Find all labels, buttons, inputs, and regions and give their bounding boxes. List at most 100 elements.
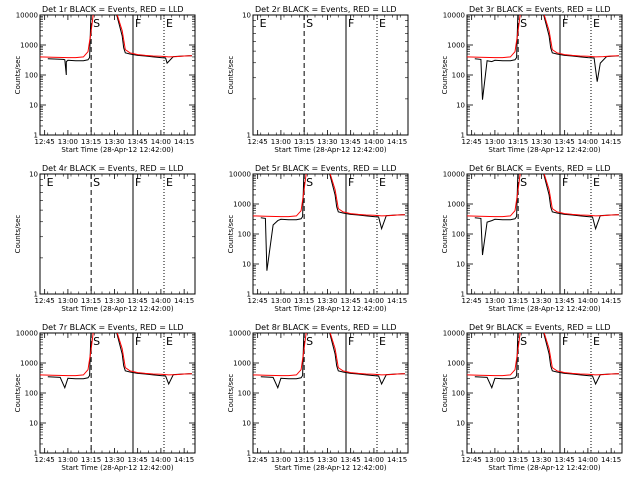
- panel-det-9: Det 9r BLACK = Events, RED = LLD 1 10 100 10…: [441, 323, 623, 472]
- y-tick-label: 1: [461, 132, 465, 140]
- x-tick-label: 13:00: [485, 138, 505, 146]
- x-axis-label: Start Time (28-Apr-12 12:42:00): [488, 464, 600, 472]
- x-tick-label: 13:00: [485, 456, 505, 464]
- panel-title: Det 5r BLACK = Events, RED = LLD: [255, 164, 397, 173]
- events-series-line: [474, 174, 619, 256]
- panel-title: Det 9r BLACK = Events, RED = LLD: [469, 323, 611, 332]
- x-tick-label: 14:00: [151, 297, 171, 305]
- panel-title: Det 2r BLACK = Events, RED = LLD: [255, 5, 397, 14]
- y-tick-label: 1000: [20, 42, 38, 50]
- x-tick-label: 14:00: [578, 297, 598, 305]
- x-tick-label: 13:00: [271, 297, 291, 305]
- panel-title: Det 6r BLACK = Events, RED = LLD: [469, 164, 611, 173]
- x-tick-label: 13:30: [531, 297, 551, 305]
- x-tick-label: 12:45: [462, 456, 482, 464]
- axis-frame: [39, 14, 196, 136]
- y-tick-label: 10000: [16, 330, 38, 338]
- x-tick-label: 13:00: [271, 138, 291, 146]
- events-series-line: [260, 333, 405, 390]
- marker-label: S: [520, 176, 527, 189]
- y-tick-label: 1: [34, 291, 38, 299]
- y-tick-label: 10000: [16, 12, 38, 20]
- y-tick-label: 100: [452, 72, 465, 80]
- marker-label: E: [593, 335, 600, 348]
- y-axis-label: Counts/sec: [14, 374, 22, 413]
- x-tick-label: 13:45: [555, 297, 575, 305]
- axis-frame: [466, 332, 623, 454]
- x-axis-label: Start Time (28-Apr-12 12:42:00): [274, 305, 386, 313]
- x-tick-label: 13:45: [341, 456, 361, 464]
- marker-label: E: [166, 176, 173, 189]
- y-tick-label: 100: [238, 390, 251, 398]
- x-axis-label: Start Time (28-Apr-12 12:42:00): [274, 146, 386, 154]
- x-tick-label: 13:00: [58, 138, 78, 146]
- y-tick-label: 10: [242, 261, 251, 269]
- x-tick-label: 13:30: [104, 456, 124, 464]
- marker-label: E: [260, 17, 267, 30]
- y-tick-label: 1000: [447, 360, 465, 368]
- marker-label: F: [135, 176, 141, 189]
- lld-series-line: [253, 174, 405, 218]
- x-tick-label: 14:15: [387, 138, 407, 146]
- x-axis-label: Start Time (28-Apr-12 12:42:00): [274, 464, 386, 472]
- y-tick-label: 1: [461, 450, 465, 458]
- x-tick-label: 13:30: [531, 456, 551, 464]
- x-tick-label: 13:15: [508, 297, 528, 305]
- marker-label: F: [562, 17, 568, 30]
- marker-label: S: [306, 176, 313, 189]
- y-tick-label: 1000: [20, 360, 38, 368]
- y-axis-label: Counts/sec: [441, 374, 449, 413]
- y-tick-label: 10000: [443, 12, 465, 20]
- y-tick-label: 10: [242, 12, 251, 20]
- x-tick-label: 13:15: [294, 456, 314, 464]
- marker-label: E: [379, 17, 386, 30]
- x-tick-label: 13:45: [128, 297, 148, 305]
- marker-label: S: [306, 335, 313, 348]
- marker-label: S: [93, 17, 100, 30]
- marker-label: E: [166, 17, 173, 30]
- lld-series-line: [467, 333, 619, 377]
- y-tick-label: 1000: [447, 42, 465, 50]
- marker-label: E: [379, 176, 386, 189]
- lld-series-line: [467, 174, 619, 218]
- axis-frame: [39, 332, 196, 454]
- x-axis-label: Start Time (28-Apr-12 12:42:00): [61, 305, 173, 313]
- x-tick-label: 13:30: [531, 138, 551, 146]
- x-tick-label: 14:00: [364, 138, 384, 146]
- marker-label: S: [520, 17, 527, 30]
- y-tick-label: 100: [238, 231, 251, 239]
- x-tick-label: 13:30: [317, 138, 337, 146]
- x-tick-label: 12:45: [35, 138, 55, 146]
- x-tick-label: 14:00: [578, 138, 598, 146]
- y-axis-label: Counts/sec: [14, 215, 22, 254]
- y-tick-label: 1: [247, 291, 251, 299]
- x-tick-label: 13:30: [317, 297, 337, 305]
- axis-frame: [39, 173, 196, 295]
- y-tick-label: 10: [456, 261, 465, 269]
- x-tick-label: 13:00: [485, 297, 505, 305]
- x-tick-label: 12:45: [462, 138, 482, 146]
- x-tick-label: 13:00: [271, 456, 291, 464]
- x-tick-label: 12:45: [248, 456, 268, 464]
- y-tick-label: 10: [29, 102, 38, 110]
- x-tick-label: 13:45: [128, 138, 148, 146]
- marker-label: F: [562, 176, 568, 189]
- y-tick-label: 1: [247, 132, 251, 140]
- y-tick-label: 1000: [233, 201, 251, 209]
- marker-label: E: [593, 176, 600, 189]
- panel-det-6: Det 6r BLACK = Events, RED = LLD 1 10 100 10…: [441, 164, 623, 313]
- marker-label: F: [348, 335, 354, 348]
- x-tick-label: 13:30: [104, 138, 124, 146]
- x-tick-label: 14:00: [364, 297, 384, 305]
- x-tick-label: 12:45: [248, 297, 268, 305]
- x-tick-label: 14:15: [601, 138, 621, 146]
- y-tick-label: 10: [29, 420, 38, 428]
- x-tick-label: 12:45: [248, 138, 268, 146]
- marker-label: E: [593, 17, 600, 30]
- y-tick-label: 10000: [443, 330, 465, 338]
- axis-frame: [252, 14, 409, 136]
- lld-series-line: [253, 333, 405, 377]
- panel-det-5: Det 5r BLACK = Events, RED = LLD 1 10 100 10…: [227, 164, 409, 313]
- x-tick-label: 13:00: [58, 456, 78, 464]
- y-tick-label: 1000: [233, 360, 251, 368]
